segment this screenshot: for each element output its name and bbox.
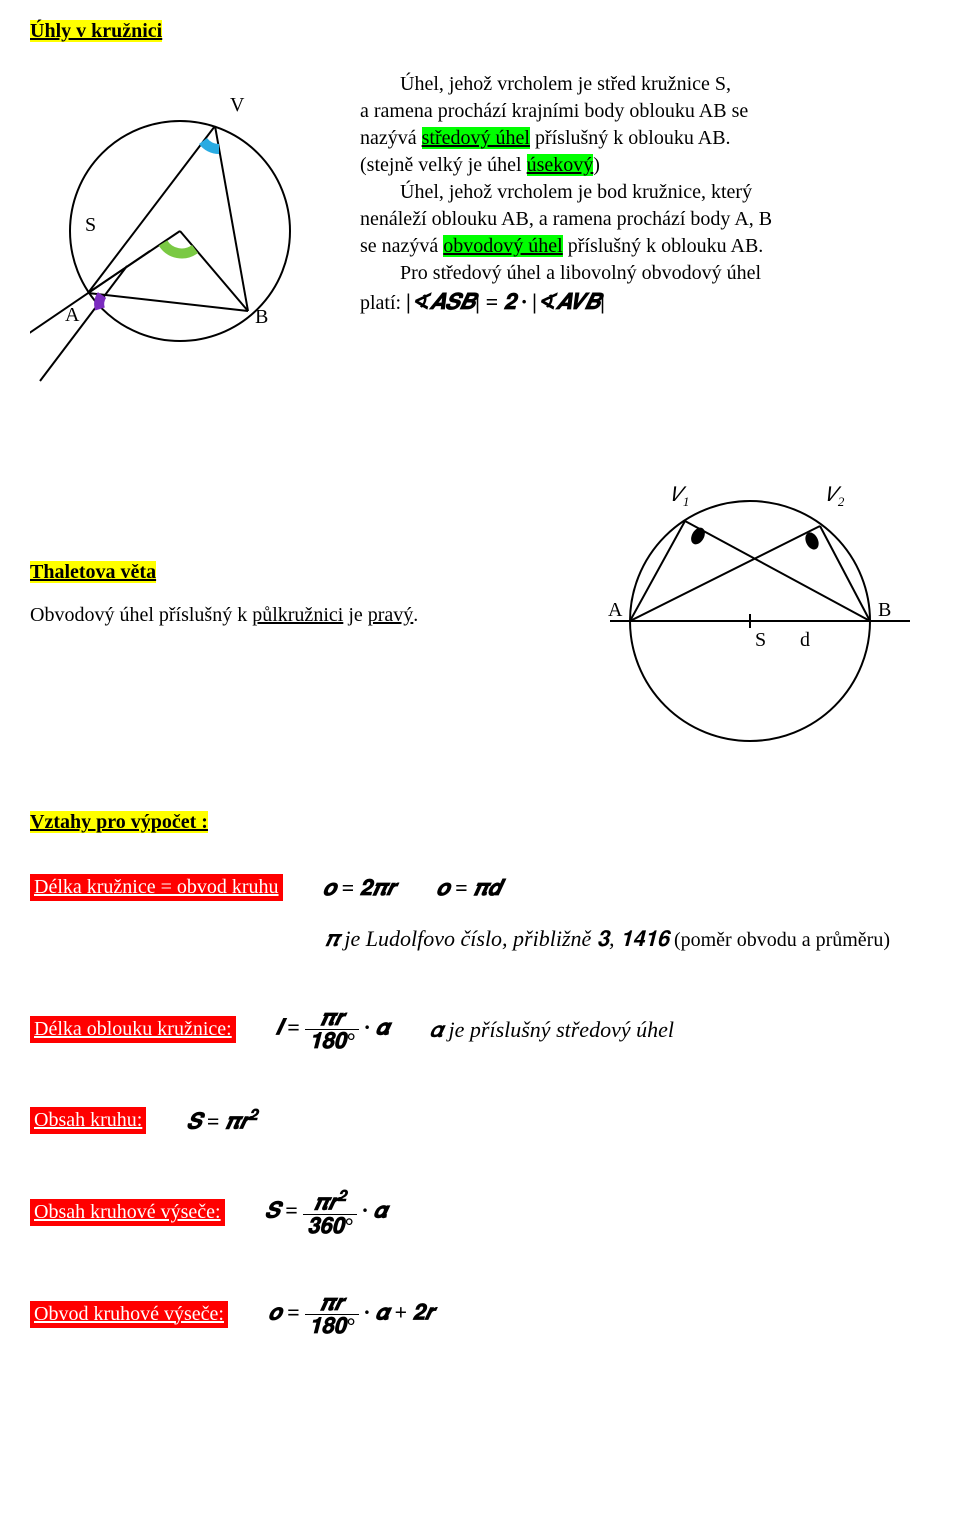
diagram-inscribed-central: V S A B [30,71,330,401]
formula-circumference: Délka kružnice = obvod kruhu 𝒐 = 𝟐𝝅𝒓 𝒐 =… [30,874,930,901]
eq-sector-perimeter: 𝒐 = 𝝅𝒓𝟏𝟖𝟎° · 𝜶 + 𝟐𝒓 [268,1292,434,1337]
label-sector-perimeter: Obvod kruhové výseče: [30,1301,228,1328]
thales-statement: Obvodový úhel příslušný k půlkružnici je… [30,604,530,627]
para-central-2: a ramena prochází krajními body oblouku … [360,98,930,125]
label-s: S [85,214,96,236]
formula-arc-length: Délka oblouku kružnice: 𝒍 = 𝝅𝒓𝟏𝟖𝟎° · 𝜶 𝜶… [30,1007,930,1052]
pi-note: 𝝅 je Ludolfovo číslo, přibližně 𝟑, 𝟏𝟒𝟏𝟔 … [30,926,930,952]
label-v1: 𝑉1 [670,484,689,509]
thales-heading: Thaletova věta [30,561,530,584]
label-circumference: Délka kružnice = obvod kruhu [30,874,283,901]
eq-area-circle: 𝑺 = 𝝅𝒓𝟐 [186,1107,257,1134]
label-d: d [800,629,810,651]
formula-sector-area: Obsah kruhové výseče: 𝑺 = 𝝅𝒓𝟐𝟑𝟔𝟎° · 𝜶 [30,1189,930,1236]
para-inscribed-1: Úhel, jehož vrcholem je bod kružnice, kt… [360,179,930,206]
alpha-note: 𝜶 je příslušný středový úhel [429,1017,674,1043]
label-area-circle: Obsah kruhu: [30,1107,146,1134]
para-relation-2: platí: |∢𝑨𝑺𝑩| = 𝟐 · |∢𝑨𝑽𝑩| [360,287,930,317]
label-v2: 𝑉2 [825,484,845,509]
label-b2: B [878,599,891,621]
section-thales: Thaletova věta Obvodový úhel příslušný k… [30,471,930,751]
description-text: Úhel, jehož vrcholem je střed kružnice S… [360,71,930,317]
label-a2: A [608,599,623,621]
eq-o-2pir: 𝒐 = 𝟐𝝅𝒓 [323,875,396,901]
label-v: V [230,94,245,116]
para-central-1: Úhel, jehož vrcholem je střed kružnice S… [360,71,930,98]
page-title: Úhly v kružnici [30,20,930,43]
eq-o-pid: 𝒐 = 𝝅𝒅 [436,875,501,901]
thales-text: Thaletova věta Obvodový úhel příslušný k… [30,471,530,627]
highlight-obvodovy: obvodový úhel [443,235,562,257]
para-usekovy: (stejně velký je úhel úsekový) [360,152,930,179]
calc-heading: Vztahy pro výpočet : [30,811,930,834]
formula-area-circle: Obsah kruhu: 𝑺 = 𝝅𝒓𝟐 [30,1107,930,1134]
para-inscribed-2: nenáleží oblouku AB, a ramena prochází b… [360,206,930,233]
eq-sector-area: 𝑺 = 𝝅𝒓𝟐𝟑𝟔𝟎° · 𝜶 [265,1189,387,1236]
section-angles: V S A B Úhel, jehož vrcholem je střed kr… [30,71,930,401]
formula-sector-perimeter: Obvod kruhové výseče: 𝒐 = 𝝅𝒓𝟏𝟖𝟎° · 𝜶 + 𝟐… [30,1292,930,1337]
highlight-stredovy: středový úhel [422,127,530,149]
label-sector-area: Obsah kruhové výseče: [30,1199,225,1226]
diagram-thales: 𝑉1 𝑉2 A B S d [570,471,930,751]
label-s2: S [755,629,766,651]
label-arc-length: Délka oblouku kružnice: [30,1016,236,1043]
label-a: A [65,304,80,326]
formula-central-inscribed: |∢𝑨𝑺𝑩| = 𝟐 · |∢𝑨𝑽𝑩| [406,289,605,314]
para-central-3: nazývá středový úhel příslušný k oblouku… [360,125,930,152]
para-relation-1: Pro středový úhel a libovolný obvodový ú… [360,260,930,287]
eq-arc-length: 𝒍 = 𝝅𝒓𝟏𝟖𝟎° · 𝜶 [276,1007,389,1052]
label-b: B [255,306,268,328]
highlight-usekovy: úsekový [527,154,594,176]
section-formulas: Vztahy pro výpočet : Délka kružnice = ob… [30,811,930,1337]
para-inscribed-3: se nazývá obvodový úhel příslušný k oblo… [360,233,930,260]
